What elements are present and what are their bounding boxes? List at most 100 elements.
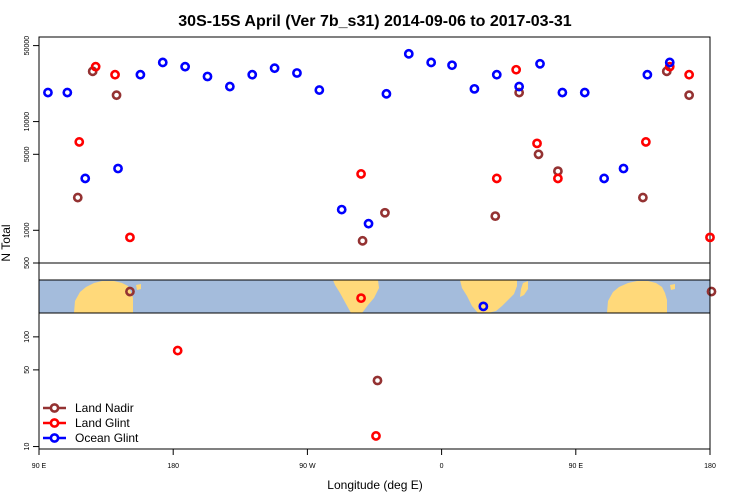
land-nadir-legend-label: Land Nadir: [75, 401, 134, 415]
australia-islands-1: [136, 284, 141, 290]
land-nadir-map-point: [706, 286, 717, 297]
y-tick-label: 100: [24, 331, 31, 343]
land-nadir-point: [638, 192, 648, 203]
y-tick-label: 5000: [24, 146, 31, 162]
ocean-glint-point: [426, 57, 437, 68]
ocean-glint-map-point: [478, 301, 489, 312]
y-axis-label: N Total: [0, 224, 13, 261]
x-tick-label: 0: [440, 463, 444, 470]
ocean-glint-legend-marker: [49, 433, 60, 443]
bottom-panel: 10 50 100: [24, 262, 711, 451]
ocean-glint-point: [403, 48, 414, 59]
land-glint-point: [684, 69, 695, 80]
land-glint-point: [511, 64, 522, 75]
land-glint-point: [553, 173, 563, 184]
y-tick-label: 50: [24, 366, 31, 374]
south-america-land: [333, 280, 379, 313]
land-nadir-point: [72, 192, 83, 203]
map-panel-points: [125, 286, 717, 312]
ocean-glint-point: [247, 69, 258, 80]
ocean-glint-point: [514, 81, 525, 92]
bottom-y-axis: 10 50 100: [24, 331, 39, 451]
ocean-glint-point: [62, 87, 73, 98]
land-glint-point: [90, 61, 101, 72]
ocean-glint-point: [224, 81, 235, 92]
land-nadir-point: [380, 207, 390, 218]
land-glint-point: [532, 138, 542, 149]
y-tick-label: 10: [24, 443, 31, 451]
x-tick-label: 90 E: [32, 463, 47, 470]
top-panel-points: [43, 48, 715, 246]
land-nadir-point: [372, 375, 383, 386]
y-tick-label: 1000: [24, 222, 31, 238]
bottom-panel-frame: [38, 262, 711, 450]
land-nadir-legend-marker: [49, 403, 60, 413]
australia-land-1: [74, 281, 133, 313]
ocean-glint-point: [269, 63, 280, 74]
land-glint-legend-label: Land Glint: [75, 416, 130, 430]
ocean-glint-point: [157, 57, 168, 68]
ocean-glint-point: [363, 218, 374, 229]
land-glint-map-point: [356, 293, 366, 304]
ocean-glint-legend-label: Ocean Glint: [75, 431, 139, 445]
map-panel: [39, 279, 717, 314]
land-glint-point: [491, 173, 502, 184]
x-axis-label: Longitude (deg E): [327, 478, 422, 492]
land-nadir-point: [357, 235, 368, 246]
ocean-glint-point: [43, 87, 53, 98]
land-glint-point: [705, 232, 715, 243]
africa-land: [460, 280, 517, 313]
ocean-glint-point: [618, 163, 629, 174]
ocean-glint-point: [113, 163, 123, 174]
map-land: [74, 280, 675, 313]
ocean-glint-point: [202, 71, 213, 82]
ocean-glint-point: [491, 69, 502, 80]
australia-islands-2: [670, 284, 675, 290]
top-panel: 500 1000 5000 10000 50000: [24, 36, 715, 269]
land-glint-legend-marker: [49, 418, 60, 428]
y-tick-label: 10000: [24, 112, 31, 132]
land-glint-point: [356, 169, 366, 179]
ocean-glint-point: [664, 57, 675, 68]
ocean-glint-point: [180, 61, 191, 72]
chart-title: 30S-15S April (Ver 7b_s31) 2014-09-06 to…: [178, 13, 572, 30]
ocean-glint-point: [80, 173, 91, 184]
ocean-glint-point: [135, 69, 146, 80]
land-glint-point: [371, 431, 381, 441]
ocean-glint-point: [292, 68, 302, 78]
ocean-glint-point: [447, 60, 457, 71]
land-nadir-point: [490, 211, 501, 222]
y-tick-label: 500: [24, 257, 31, 269]
x-axis: 90 E 180 90 W 0 90 E 180: [32, 449, 716, 470]
land-glint-point: [172, 345, 183, 356]
y-tick-label: 50000: [24, 36, 31, 56]
x-tick-label: 90 W: [299, 463, 316, 470]
land-nadir-point: [684, 90, 695, 101]
ocean-glint-point: [469, 83, 480, 94]
land-glint-point: [125, 232, 135, 243]
ocean-glint-point: [381, 88, 392, 99]
x-tick-label: 90 E: [569, 463, 584, 470]
land-glint-point: [74, 137, 85, 147]
ocean-glint-point: [535, 58, 545, 69]
x-tick-label: 180: [704, 463, 716, 470]
land-glint-point: [110, 69, 120, 80]
land-glint-point: [664, 61, 675, 72]
top-y-axis: 500 1000 5000 10000 50000: [24, 36, 39, 269]
ocean-glint-point: [599, 173, 610, 184]
land-glint-point: [640, 137, 651, 147]
australia-land-2: [607, 281, 667, 313]
ocean-glint-point: [314, 85, 325, 95]
land-nadir-point: [533, 149, 544, 160]
ocean-glint-point: [579, 87, 590, 98]
ocean-glint-point: [336, 204, 347, 215]
land-nadir-map-point: [125, 286, 135, 297]
x-tick-label: 180: [167, 463, 179, 470]
ocean-glint-point: [642, 69, 653, 80]
madagascar-land: [520, 281, 528, 297]
ocean-glint-point: [557, 87, 568, 98]
land-nadir-point: [111, 90, 122, 101]
bottom-panel-points: [172, 345, 383, 441]
